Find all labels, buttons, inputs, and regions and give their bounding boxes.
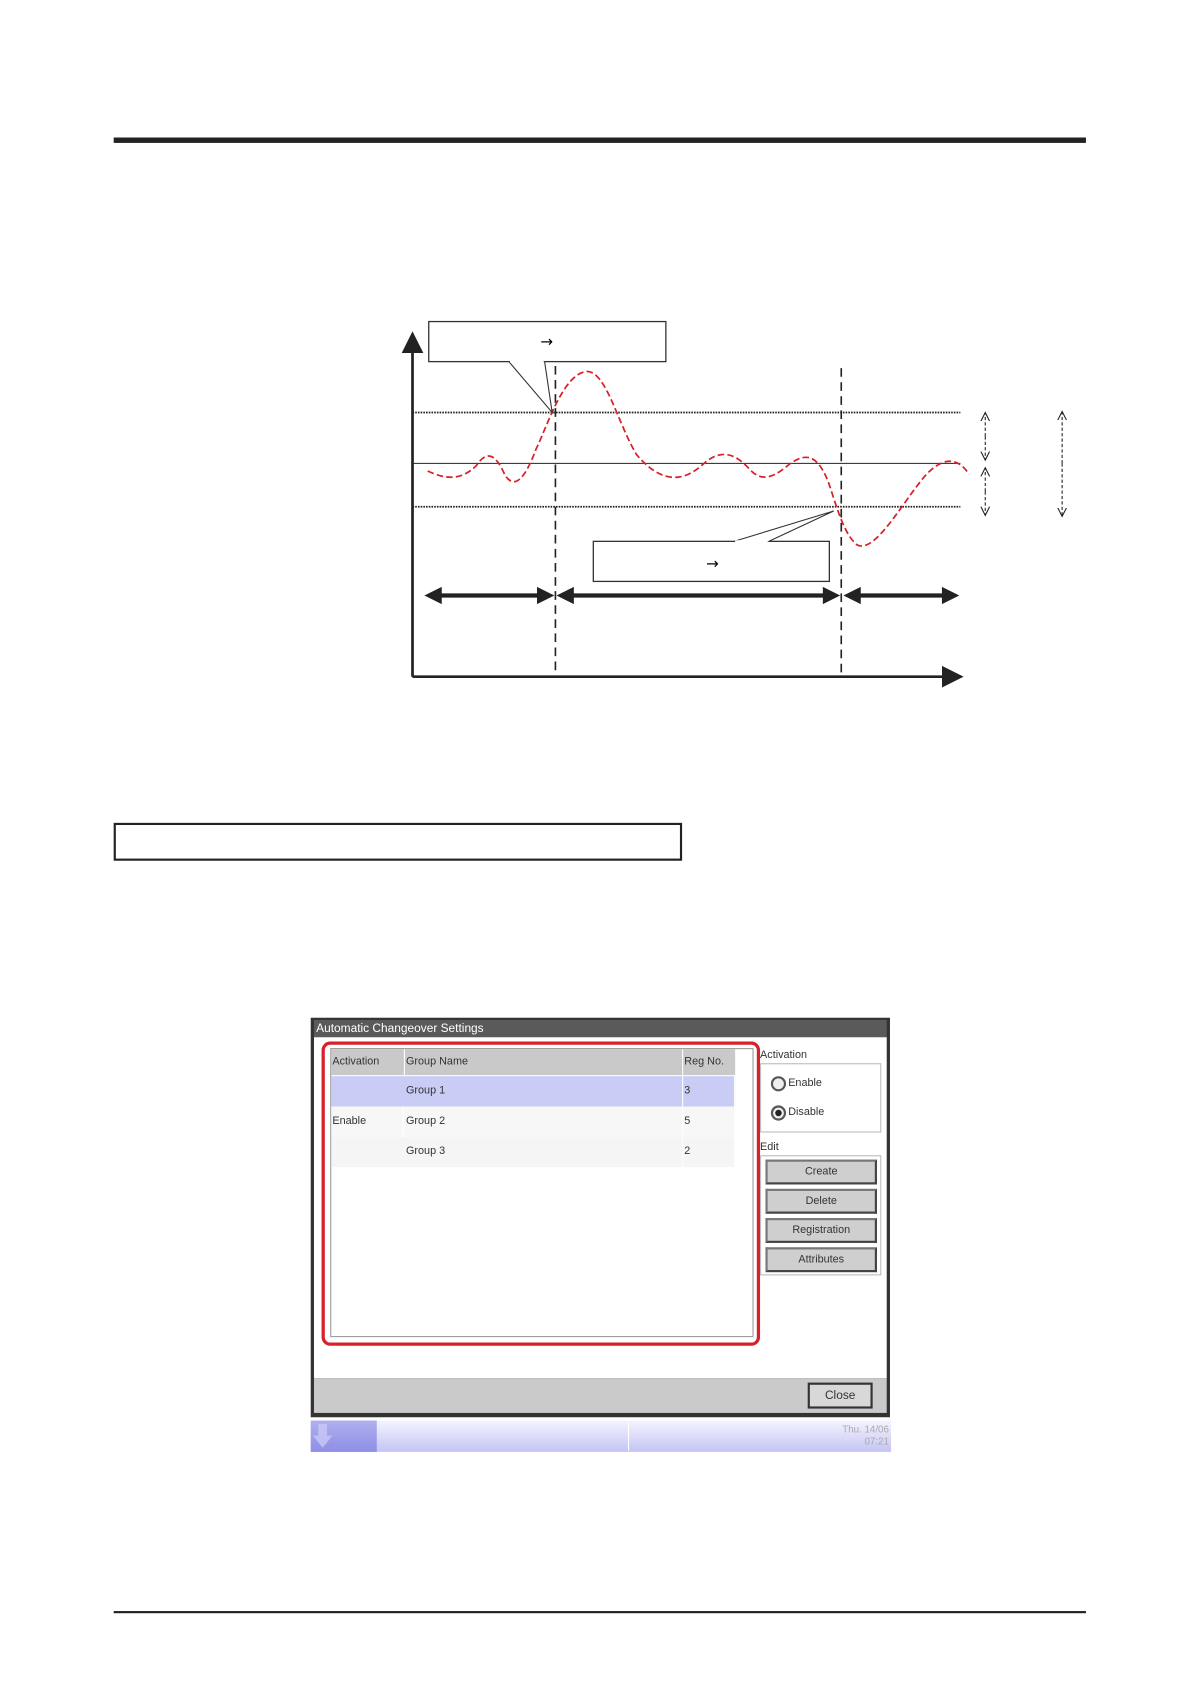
radio-disable-label: Disable — [788, 1106, 825, 1119]
radio-enable-label: Enable — [788, 1077, 822, 1090]
down-arrow-icon — [312, 1423, 333, 1448]
edit-label: Edit — [760, 1141, 779, 1154]
callout-pointer-bottom — [733, 510, 834, 542]
taskbar-time: 07:21 — [864, 1435, 889, 1447]
callout-pointer-top — [508, 361, 553, 415]
callout-bottom-text: → — [706, 554, 719, 572]
window-footer: Close — [313, 1378, 887, 1413]
header-activation[interactable]: Activation — [331, 1049, 404, 1076]
differential-arrows — [985, 411, 1062, 516]
group-table: Activation Group Name Reg No. Group 1 3 … — [330, 1048, 754, 1338]
table-row[interactable]: Group 1 3 — [331, 1076, 736, 1107]
taskbar-clock: Thu. 14/06 07:21 — [842, 1424, 889, 1448]
highlight-frame — [321, 1041, 761, 1346]
taskbar: Thu. 14/06 07:21 — [310, 1420, 892, 1452]
changeover-diagram: → → — [401, 320, 1191, 688]
footer-rule — [113, 1611, 1086, 1614]
group-name-cell: Group 3 — [405, 1136, 684, 1168]
activation-label: Activation — [760, 1049, 808, 1062]
taskbar-divider — [627, 1422, 630, 1451]
reg-no-cell: 5 — [683, 1106, 736, 1137]
section-heading-box — [113, 822, 683, 861]
close-button[interactable]: Close — [807, 1382, 873, 1409]
callout-box-top — [428, 320, 667, 363]
header-group-name[interactable]: Group Name — [404, 1049, 683, 1076]
attributes-button[interactable]: Attributes — [765, 1247, 877, 1273]
automatic-changeover-settings-window: Automatic Changeover Settings Activation… — [310, 1017, 890, 1418]
taskbar-date: Thu. 14/06 — [842, 1423, 889, 1435]
header-reg-no[interactable]: Reg No. — [683, 1049, 736, 1076]
group-name-cell: Group 1 — [405, 1076, 684, 1107]
delete-button[interactable]: Delete — [765, 1188, 877, 1214]
table-row[interactable]: Group 3 2 — [331, 1136, 736, 1168]
create-button[interactable]: Create — [765, 1159, 877, 1185]
radio-disable-icon — [770, 1105, 787, 1121]
edit-group: Create Delete Registration Attributes — [760, 1155, 882, 1276]
window-title: Automatic Changeover Settings — [313, 1019, 887, 1038]
radio-enable-icon — [770, 1076, 787, 1092]
reg-no-cell: 2 — [683, 1136, 736, 1168]
mode-period-arrows — [424, 586, 960, 605]
window-body: Activation Group Name Reg No. Group 1 3 … — [313, 1037, 887, 1379]
registration-button[interactable]: Registration — [765, 1218, 877, 1243]
temperature-curve — [427, 370, 970, 547]
activation-cell: Enable — [331, 1106, 404, 1137]
taskbar-menu-button[interactable] — [310, 1420, 377, 1452]
activation-group: Enable Disable — [760, 1063, 882, 1133]
reg-no-cell: 3 — [683, 1076, 736, 1107]
table-row[interactable]: Enable Group 2 5 — [331, 1106, 736, 1137]
header-rule — [113, 137, 1086, 143]
callout-box-bottom — [592, 540, 830, 583]
group-name-cell: Group 2 — [405, 1106, 684, 1137]
callout-top-text: → — [540, 332, 553, 350]
